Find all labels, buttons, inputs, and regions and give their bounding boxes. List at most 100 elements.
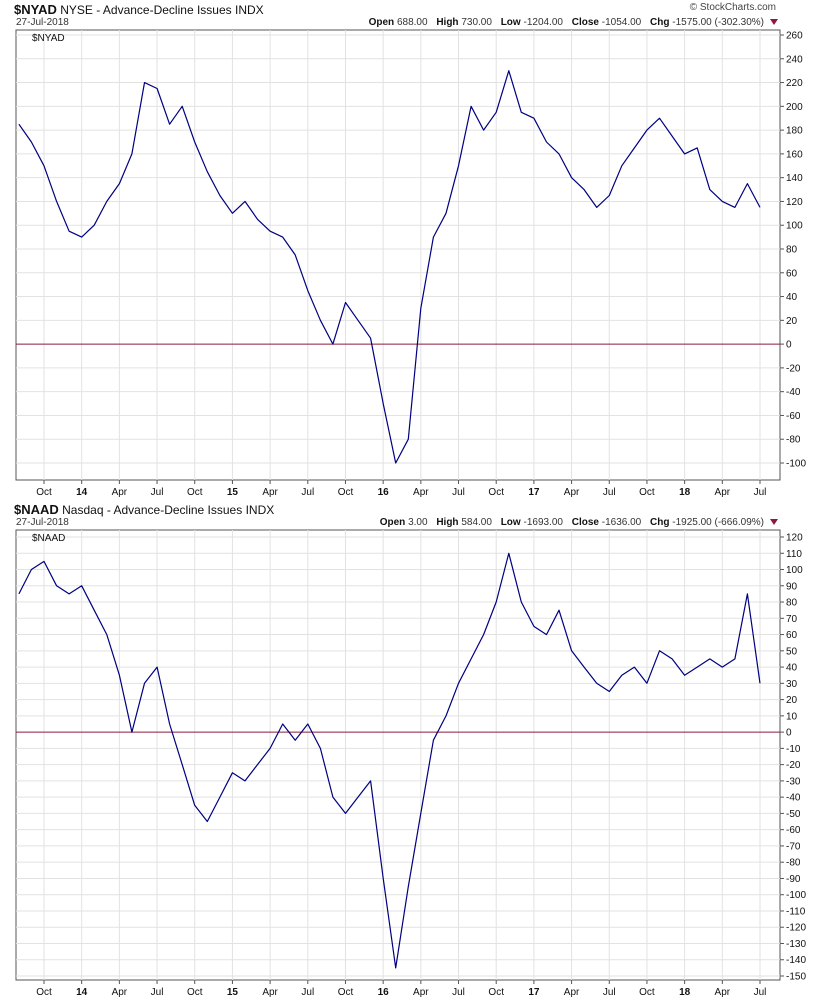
y-tick-label: -50 (786, 809, 801, 820)
x-tick-label: Apr (413, 987, 429, 998)
y-tick-label: -30 (786, 776, 801, 787)
chg-label: Chg (650, 17, 670, 28)
y-tick-label: -80 (786, 435, 801, 446)
x-tick-label: 15 (227, 487, 239, 498)
y-tick-label: 0 (786, 728, 792, 739)
x-tick-label: Apr (112, 987, 128, 998)
y-tick-label: -70 (786, 841, 801, 852)
y-tick-label: 160 (786, 149, 803, 160)
low-label: Low (500, 17, 521, 28)
chg-value: -1575.00 (-302.30%) (672, 17, 764, 28)
x-tick-label: 14 (76, 987, 88, 998)
y-tick-label: -110 (786, 906, 806, 917)
nyad-chart: 260240220200180160140120100806040200-20-… (15, 29, 806, 498)
y-tick-label: 60 (786, 630, 798, 641)
y-tick-label: 70 (786, 614, 798, 625)
instrument-name: NYSE - Advance-Decline Issues (60, 3, 232, 17)
high-label: High (436, 517, 459, 528)
x-tick-label: Apr (262, 487, 278, 498)
y-tick-label: 240 (786, 54, 803, 65)
exchange: INDX (245, 503, 275, 517)
x-tick-label: Jul (301, 487, 314, 498)
down-arrow-icon (770, 19, 778, 26)
y-tick-label: 20 (786, 695, 798, 706)
x-tick-label: 15 (227, 987, 239, 998)
plot-area (15, 29, 781, 481)
symbol: $NAAD (14, 502, 59, 517)
x-tick-label: Apr (262, 987, 278, 998)
y-tick-label: -60 (786, 411, 801, 422)
low-value: -1204.00 (523, 17, 563, 28)
y-tick-label: -20 (786, 363, 801, 374)
x-tick-label: Apr (413, 487, 429, 498)
close-label: Close (571, 17, 599, 28)
y-tick-label: 40 (786, 292, 798, 303)
plot-symbol-label: $NAAD (32, 533, 65, 544)
naad-panel: $NAAD Nasdaq - Advance-Decline Issues IN… (0, 500, 820, 1000)
open-label: Open (379, 517, 406, 528)
x-tick-label: 17 (528, 987, 540, 998)
panel-date: 27-Jul-2018 (16, 17, 69, 28)
panel-date: 27-Jul-2018 (16, 517, 69, 528)
y-tick-label: 20 (786, 316, 798, 327)
y-tick-label: 100 (786, 221, 803, 232)
y-tick-label: 180 (786, 126, 803, 137)
x-tick-label: Jul (151, 987, 164, 998)
y-tick-label: 90 (786, 581, 798, 592)
y-tick-label: 220 (786, 78, 803, 89)
x-tick-label: Jul (452, 487, 465, 498)
x-tick-label: Apr (715, 487, 731, 498)
x-tick-label: Jul (151, 487, 164, 498)
y-tick-label: 80 (786, 598, 798, 609)
x-tick-label: Oct (187, 487, 203, 498)
x-tick-label: Apr (564, 487, 580, 498)
ohlc-readout: Open 688.00 High 730.00 Low -1204.00 Clo… (369, 17, 778, 28)
close-value: -1636.00 (601, 517, 642, 528)
high-value: 584.00 (461, 517, 492, 528)
y-tick-label: -20 (786, 760, 801, 771)
y-tick-label: -120 (786, 923, 806, 934)
y-tick-label: 200 (786, 102, 803, 113)
open-value: 3.00 (408, 517, 428, 528)
open-value: 688.00 (396, 17, 428, 28)
y-tick-label: 80 (786, 245, 798, 256)
y-tick-label: 140 (786, 173, 803, 184)
high-value: 730.00 (461, 17, 492, 28)
x-tick-label: Oct (488, 987, 504, 998)
naad-chart: 1201101009080706050403020100-10-20-30-40… (15, 529, 806, 998)
down-arrow-icon (770, 519, 778, 526)
x-tick-label: Oct (488, 487, 504, 498)
low-label: Low (500, 517, 521, 528)
x-tick-label: 16 (378, 487, 390, 498)
series-line (18, 70, 761, 464)
x-tick-label: Jul (603, 487, 616, 498)
ohlc-readout: Open 3.00 High 584.00 Low -1693.00 Close… (380, 517, 778, 528)
y-tick-label: -100 (786, 459, 806, 470)
x-tick-label: 17 (528, 487, 540, 498)
y-tick-label: 260 (786, 31, 803, 42)
plot-area (15, 529, 781, 981)
x-tick-label: 14 (76, 487, 88, 498)
y-tick-label: -40 (786, 793, 801, 804)
y-tick-label: 110 (786, 549, 802, 560)
low-value: -1693.00 (523, 517, 563, 528)
y-tick-label: 120 (786, 197, 803, 208)
exchange: INDX (234, 3, 264, 17)
y-tick-label: 30 (786, 679, 798, 690)
y-tick-label: 60 (786, 268, 798, 279)
y-tick-label: -40 (786, 387, 801, 398)
y-tick-label: 100 (786, 565, 803, 576)
y-tick-label: -100 (786, 890, 806, 901)
x-tick-label: Apr (715, 987, 731, 998)
instrument-name: Nasdaq - Advance-Decline Issues (62, 503, 243, 517)
x-tick-label: Apr (564, 987, 580, 998)
y-tick-label: 10 (786, 711, 798, 722)
x-tick-label: Jul (452, 987, 465, 998)
nyad-panel: $NYAD NYSE - Advance-Decline Issues INDX… (14, 2, 806, 498)
open-label: Open (368, 17, 395, 28)
y-tick-label: -60 (786, 825, 801, 836)
x-tick-label: 16 (378, 987, 390, 998)
close-value: -1054.00 (601, 17, 642, 28)
y-tick-label: -80 (786, 858, 801, 869)
panel-header: $NYAD NYSE - Advance-Decline Issues INDX (14, 2, 264, 17)
